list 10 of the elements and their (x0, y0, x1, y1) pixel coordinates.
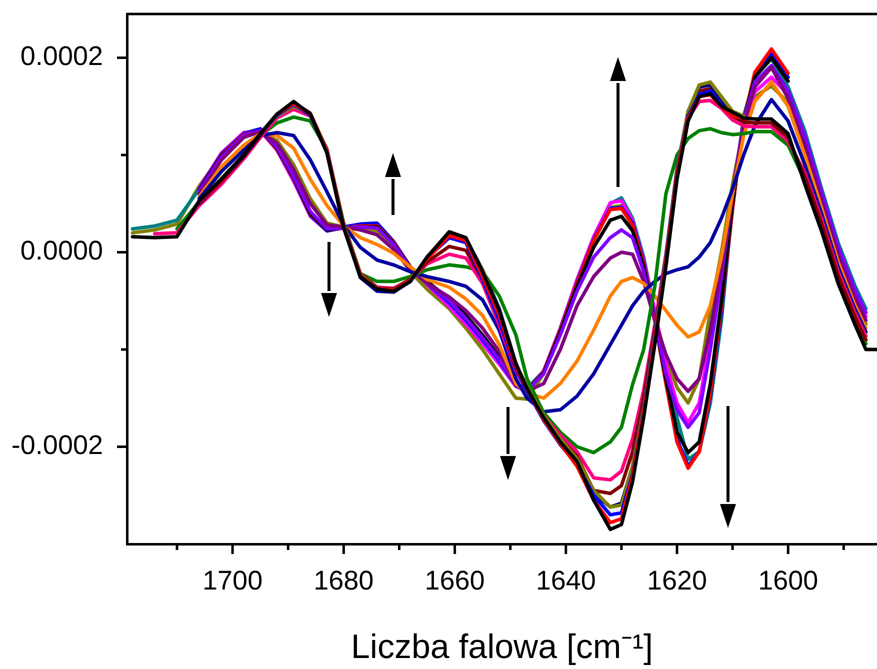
x-tick-label: 1600 (758, 566, 818, 596)
x-tick-label: 1660 (424, 566, 485, 596)
x-tick-label: 1620 (646, 566, 708, 596)
x-axis-title: Liczba falowa [cm⁻¹] (351, 628, 653, 666)
x-tick-label: 1700 (202, 566, 263, 596)
y-tick-label: -0.0002 (11, 430, 103, 460)
y-tick-label: 0.0002 (20, 41, 103, 72)
x-tick-label: 1680 (314, 566, 374, 596)
y-tick-label: 0.0000 (20, 236, 103, 266)
x-tick-label: 1640 (536, 566, 596, 596)
